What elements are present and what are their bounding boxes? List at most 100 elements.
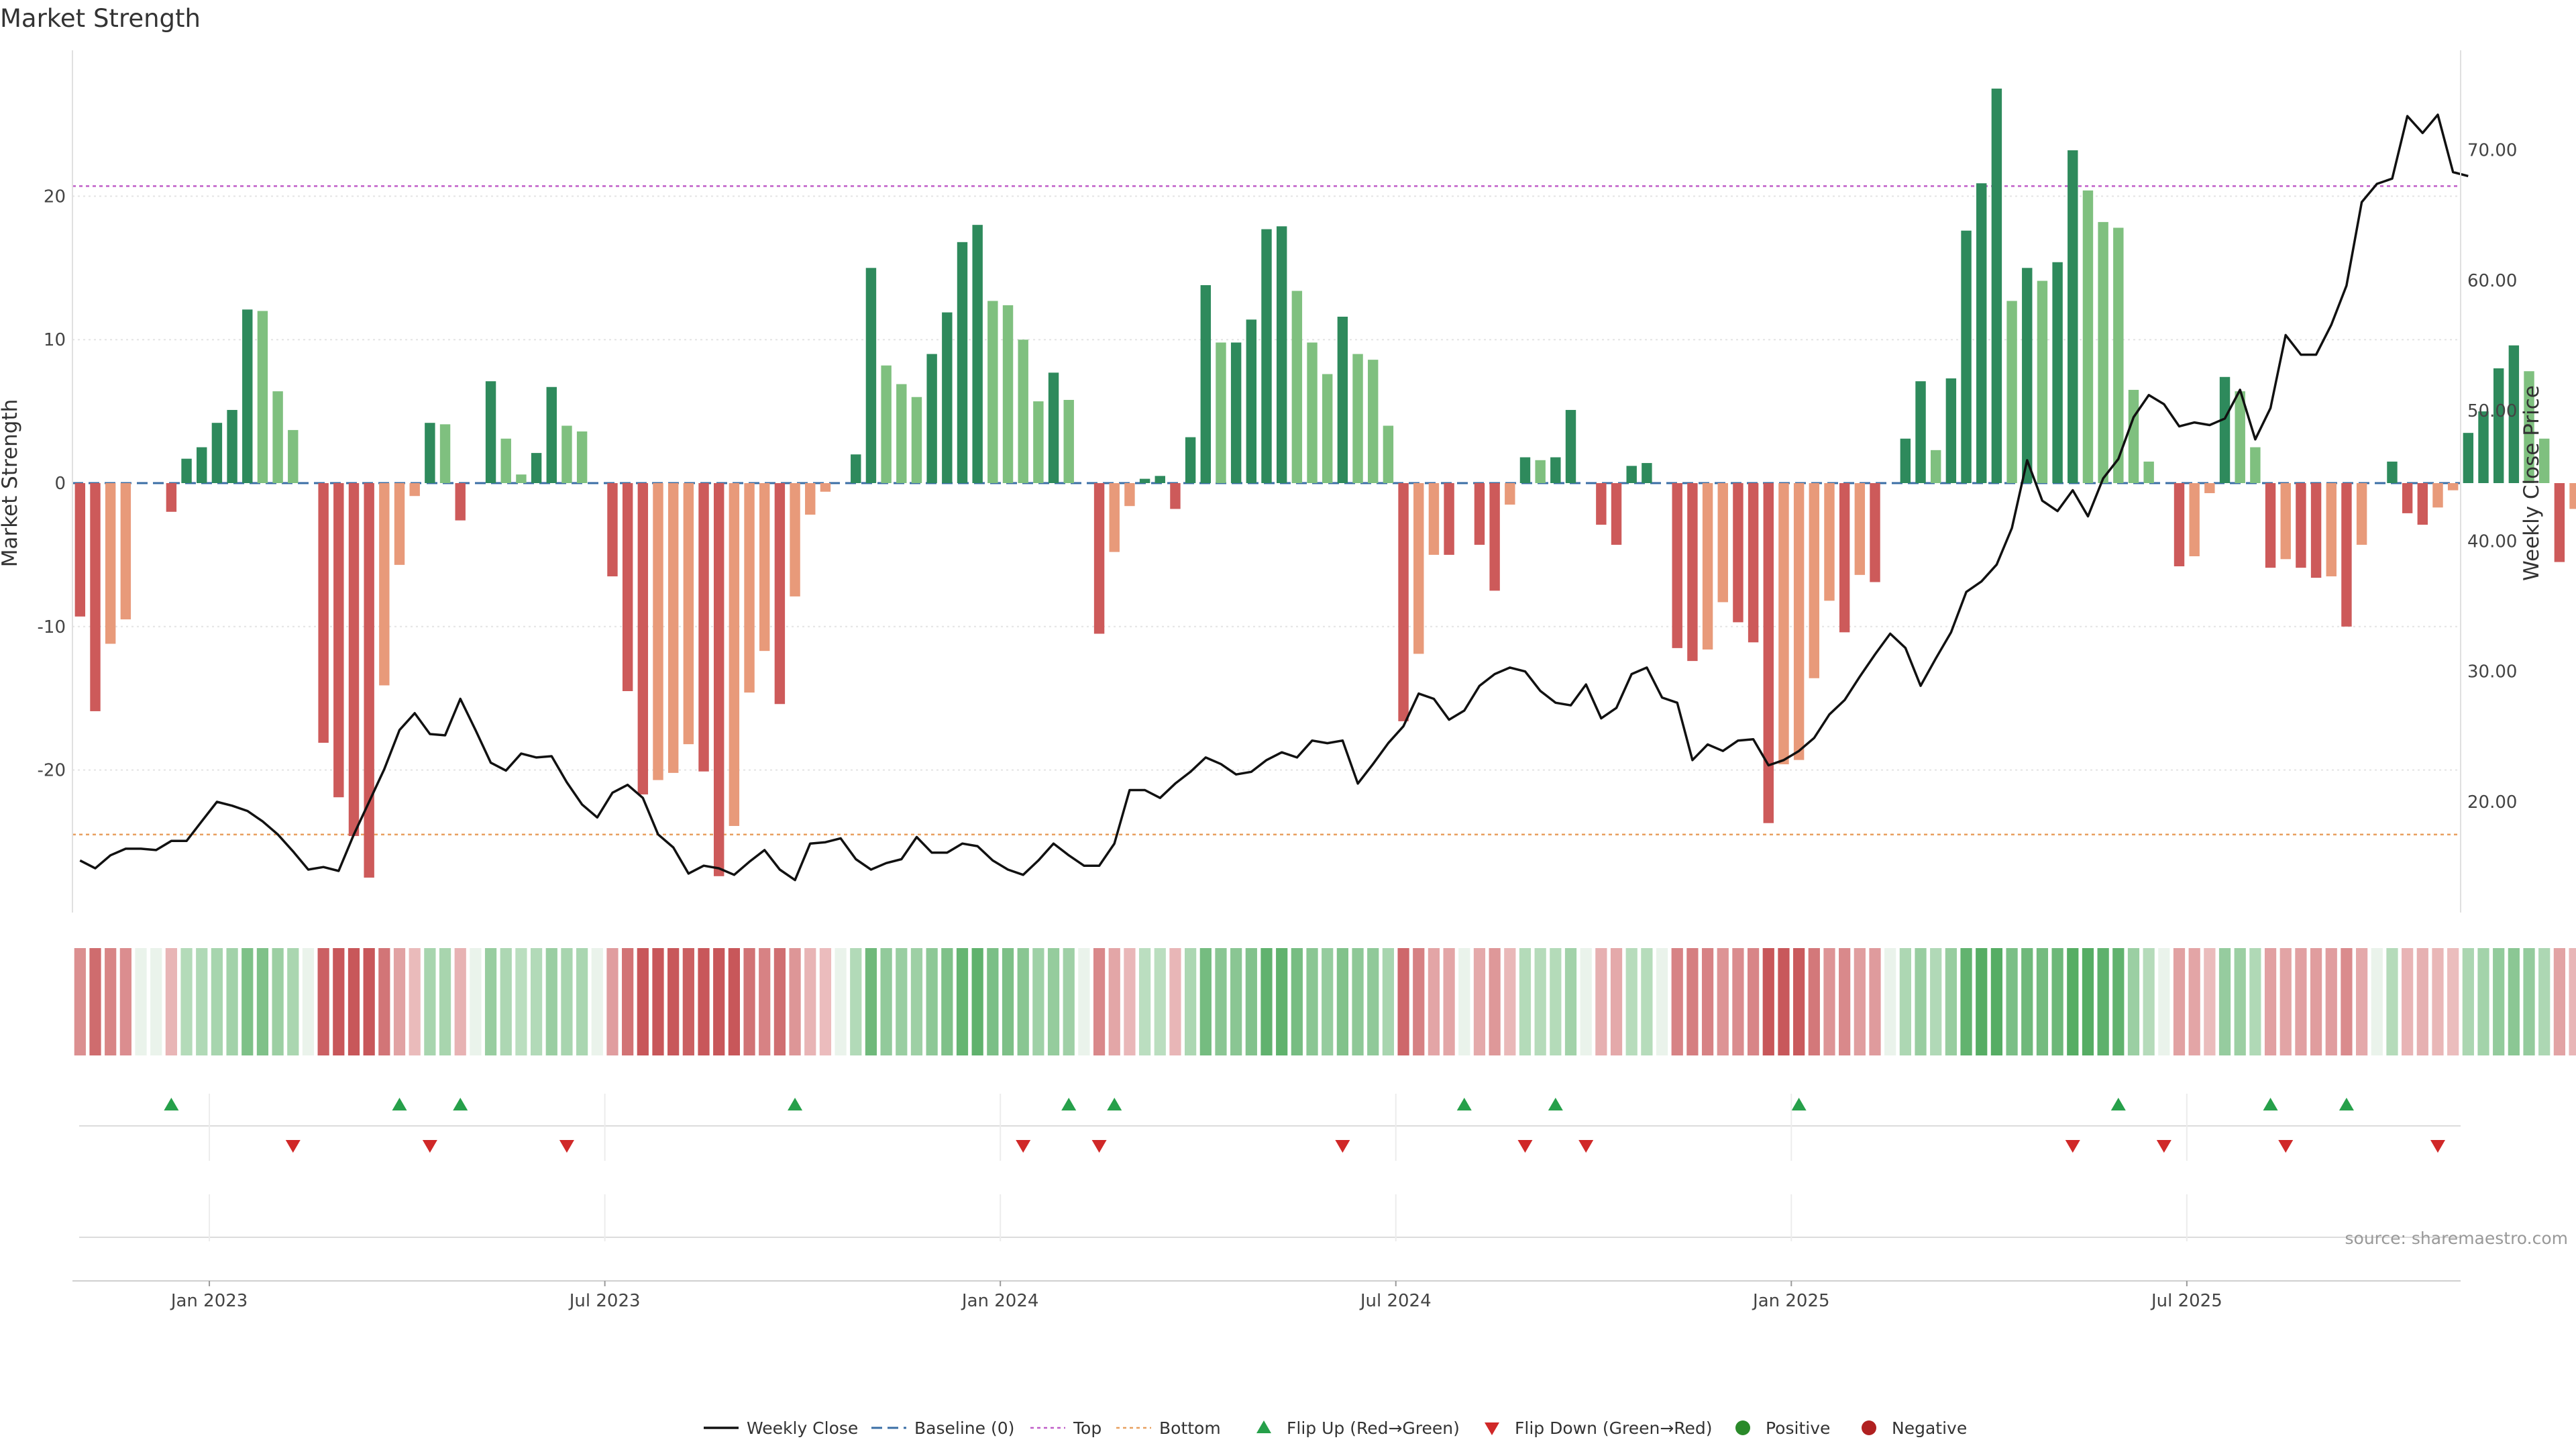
heat-cell bbox=[987, 948, 999, 1055]
flip-up-marker bbox=[1548, 1098, 1563, 1110]
heat-cell bbox=[1352, 948, 1364, 1055]
heat-cell bbox=[2386, 948, 2398, 1055]
strength-bar bbox=[500, 438, 511, 483]
legend-label: Positive bbox=[1766, 1418, 1830, 1438]
heat-cell bbox=[819, 948, 832, 1055]
x-tick-label: Jan 2025 bbox=[1752, 1291, 1830, 1311]
heat-cell bbox=[1199, 948, 1212, 1055]
heat-cell bbox=[2508, 948, 2520, 1055]
strength-heat-strip bbox=[74, 948, 2576, 1055]
strength-bar bbox=[1124, 483, 1135, 507]
strength-bar bbox=[576, 431, 588, 483]
strength-bar bbox=[790, 483, 800, 597]
heat-cell bbox=[1976, 948, 1988, 1055]
strength-bar bbox=[774, 483, 786, 705]
strength-bar bbox=[1322, 374, 1333, 483]
flip-down-marker bbox=[1335, 1140, 1350, 1153]
strength-bar bbox=[242, 309, 253, 483]
heat-cell bbox=[652, 948, 664, 1055]
flip-up-marker bbox=[788, 1098, 803, 1110]
heat-cell bbox=[530, 948, 543, 1055]
strength-bar bbox=[881, 365, 892, 483]
heat-cell bbox=[1215, 948, 1227, 1055]
strength-bar bbox=[2037, 280, 2048, 483]
heat-cell bbox=[637, 948, 649, 1055]
strength-bar bbox=[653, 483, 663, 780]
heat-cell bbox=[439, 948, 451, 1055]
heat-cell bbox=[971, 948, 983, 1055]
heat-cell bbox=[1169, 948, 1181, 1055]
heat-cell bbox=[1899, 948, 1911, 1055]
legend-label: Flip Down (Green→Red) bbox=[1515, 1418, 1713, 1438]
strength-bar bbox=[1093, 483, 1105, 634]
left-tick-label: 0 bbox=[54, 474, 66, 494]
strength-bar bbox=[1672, 483, 1682, 648]
heat-cell bbox=[1230, 948, 1242, 1055]
strength-bar bbox=[2022, 268, 2033, 483]
strength-bar bbox=[181, 458, 192, 483]
legend-swatch-flip-down bbox=[1485, 1422, 1499, 1435]
heat-cell bbox=[1808, 948, 1820, 1055]
strength-bar bbox=[257, 311, 268, 483]
heat-cell bbox=[287, 948, 299, 1055]
heat-cell bbox=[850, 948, 862, 1055]
heat-cell bbox=[2188, 948, 2200, 1055]
strength-bar bbox=[713, 483, 724, 876]
strength-bar bbox=[1702, 483, 1713, 650]
heat-cell bbox=[2325, 948, 2337, 1055]
flip-up-marker bbox=[2110, 1098, 2126, 1110]
strength-bar bbox=[2128, 390, 2139, 483]
right-tick-label: 50.00 bbox=[2467, 401, 2517, 421]
heat-cell bbox=[2051, 948, 2063, 1055]
heat-cell bbox=[1276, 948, 1288, 1055]
strength-bar bbox=[1976, 183, 1987, 483]
heat-cell bbox=[2447, 948, 2459, 1055]
strength-bar bbox=[2143, 461, 2154, 483]
strength-bar bbox=[546, 386, 557, 483]
strength-bar bbox=[439, 424, 451, 483]
strength-bar bbox=[1444, 483, 1454, 555]
strength-bar bbox=[2356, 483, 2367, 545]
heat-cell bbox=[1108, 948, 1120, 1055]
strength-bar bbox=[1839, 483, 1850, 633]
legend-label: Negative bbox=[1892, 1418, 1967, 1438]
heat-cell bbox=[1138, 948, 1151, 1055]
strength-bar bbox=[1200, 284, 1212, 483]
heat-cell bbox=[1473, 948, 1486, 1055]
heat-cell bbox=[454, 948, 466, 1055]
heat-cell bbox=[211, 948, 223, 1055]
strength-bar bbox=[348, 483, 360, 836]
heat-cell bbox=[2371, 948, 2383, 1055]
flip-down-marker bbox=[1517, 1140, 1533, 1153]
flip-up-marker bbox=[392, 1098, 407, 1110]
strength-bar bbox=[744, 483, 755, 693]
strength-bar bbox=[1413, 483, 1424, 654]
strength-bar bbox=[2098, 221, 2108, 483]
strength-bar bbox=[1870, 483, 1880, 582]
heat-cell bbox=[2355, 948, 2368, 1055]
flip-down-marker bbox=[559, 1140, 574, 1153]
legend-swatch-negative bbox=[1862, 1420, 1876, 1435]
strength-bar bbox=[942, 312, 953, 483]
strength-bar bbox=[1535, 460, 1546, 483]
strength-bar bbox=[1489, 483, 1500, 591]
strength-bar bbox=[1945, 378, 1957, 483]
strength-bar bbox=[561, 425, 572, 483]
strength-bar bbox=[926, 354, 937, 483]
strength-bar bbox=[1261, 229, 1272, 483]
flip-up-marker bbox=[1791, 1098, 1807, 1110]
heat-cell bbox=[2143, 948, 2155, 1055]
strength-bar bbox=[1611, 483, 1622, 545]
heat-cell bbox=[1154, 948, 1166, 1055]
strength-bar bbox=[318, 483, 329, 743]
heat-cell bbox=[1489, 948, 1501, 1055]
strength-bar bbox=[2341, 483, 2352, 627]
heat-cell bbox=[347, 948, 360, 1055]
strength-bar bbox=[667, 483, 679, 773]
heat-cell bbox=[424, 948, 436, 1055]
strength-bar bbox=[1018, 340, 1028, 483]
strength-bar bbox=[516, 474, 527, 483]
heat-cell bbox=[1960, 948, 1972, 1055]
heat-cell bbox=[2310, 948, 2322, 1055]
